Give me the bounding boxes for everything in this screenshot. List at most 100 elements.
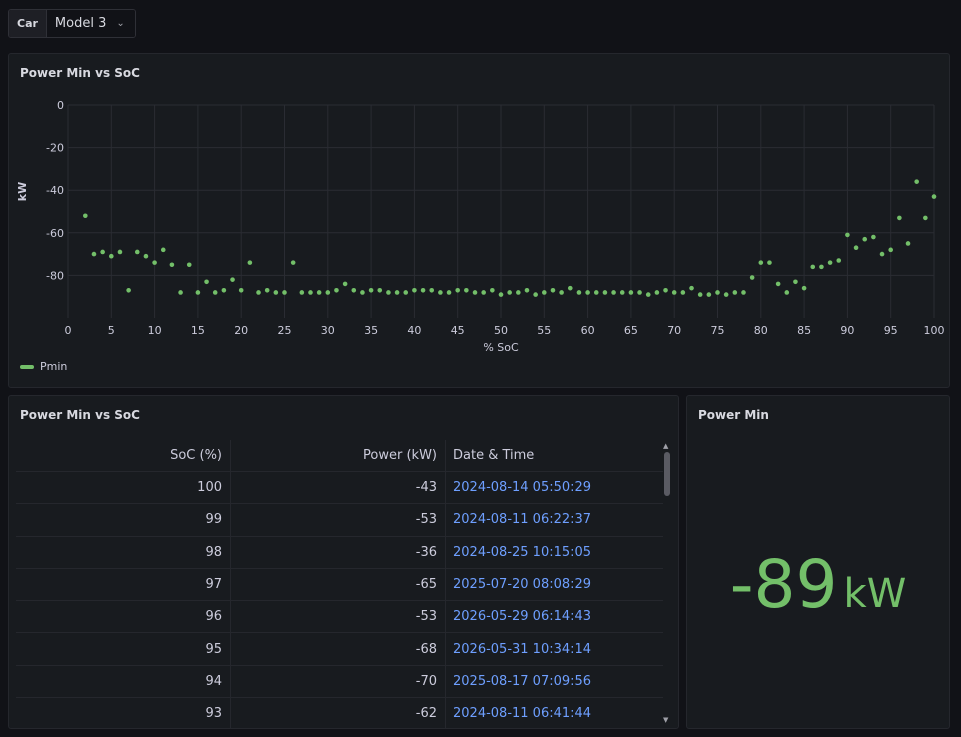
data-point [862,236,868,242]
scroll-down-arrow-icon[interactable]: ▼ [663,716,669,724]
table-row: 98 -36 2024-08-25 10:15:05 [16,536,663,569]
data-point [507,290,512,295]
datetime-link[interactable]: 2025-07-20 08:08:29 [453,577,592,593]
cell-datetime: 2024-08-11 06:41:44 [446,698,663,728]
cell-soc: 97 [16,568,231,601]
data-point [524,288,530,293]
data-point [905,241,911,246]
car-variable: Car Model 3 ⌄ [8,9,136,38]
data-point [334,288,339,293]
legend-swatch [20,364,34,369]
data-point [403,290,409,295]
table-scrollbar[interactable]: ▲ ▼ [662,442,672,724]
data-point [169,262,175,268]
data-point [888,247,893,253]
data-point [178,290,183,295]
data-point [931,194,937,199]
table-row: 99 -53 2024-08-11 06:22:37 [16,504,663,537]
data-point [299,290,305,295]
data-point [628,290,634,295]
x-tick-label: 60 [581,324,595,337]
data-point [498,292,504,297]
data-point [247,260,253,265]
x-tick-label: 100 [924,324,945,337]
cell-soc: 96 [16,601,231,633]
datetime-link[interactable]: 2024-08-25 10:15:05 [453,544,592,560]
x-tick-label: 5 [108,324,115,337]
data-point [775,281,781,287]
header-power[interactable]: Power (kW) [231,440,446,471]
cell-power: -70 [231,665,446,698]
data-point [438,290,443,295]
data-point [264,288,270,293]
data-point [282,290,287,295]
x-tick-label: 95 [884,324,898,337]
data-point [723,292,729,297]
data-point [256,290,261,295]
table-row: 93 -62 2024-08-11 06:41:44 [16,698,663,728]
data-point [117,249,123,255]
data-point [126,288,131,293]
data-point [160,247,166,253]
datetime-link[interactable]: 2024-08-11 06:41:44 [453,706,592,722]
data-point [758,260,764,265]
cell-power: -53 [231,504,446,536]
cell-datetime: 2025-08-17 07:09:56 [446,666,663,697]
data-point [871,234,876,240]
data-point [533,292,538,297]
x-tick-label: 65 [624,324,638,337]
data-point [377,288,383,293]
data-point [559,290,564,295]
data-point [879,251,885,257]
y-tick-label: -60 [46,227,64,240]
x-tick-label: 30 [321,324,335,337]
data-point [195,290,201,295]
table-row: 96 -53 2026-05-29 06:14:43 [16,601,663,634]
car-variable-label: Car [9,10,47,37]
data-point [671,290,677,295]
x-tick-label: 55 [537,324,551,337]
datetime-link[interactable]: 2026-05-29 06:14:43 [453,609,592,625]
data-point [542,290,547,295]
datetime-link[interactable]: 2026-05-31 10:34:14 [453,641,592,657]
datetime-link[interactable]: 2024-08-11 06:22:37 [453,512,592,528]
chart-legend[interactable]: Pmin [20,360,67,373]
x-tick-label: 25 [278,324,292,337]
data-point [91,251,97,257]
header-soc[interactable]: SoC (%) [16,440,231,471]
cell-soc: 99 [16,504,231,536]
data-point [516,290,521,295]
data-point [316,290,322,295]
data-point [368,288,374,293]
datetime-link[interactable]: 2024-08-14 05:50:29 [453,480,592,496]
data-point [455,288,461,293]
scatter-chart: 0 5 10 15 20 25 30 35 40 45 50 55 60 65 70 75 80 85 90 95 10… [16,99,945,354]
header-datetime[interactable]: Date & Time [453,448,535,463]
data-point [827,260,833,265]
table-header: SoC (%) Power (kW) Date & Time [16,440,663,472]
scroll-up-arrow-icon[interactable]: ▲ [663,442,669,450]
stat-panel: Power Min -89 kW [686,395,950,729]
data-point [109,253,114,259]
data-point [550,288,556,293]
data-point [611,290,616,295]
table-row: 100 -43 2024-08-14 05:50:29 [16,472,663,505]
y-tick-label: -80 [46,269,64,282]
x-tick-label: 80 [754,324,768,337]
cell-soc: 94 [16,665,231,698]
cell-power: -53 [231,601,446,633]
y-tick-label: -40 [46,184,64,197]
data-point [238,288,244,293]
data-point [654,290,660,295]
car-select[interactable]: Model 3 ⌄ [46,10,135,37]
data-point [351,288,357,293]
datetime-link[interactable]: 2025-08-17 07:09:56 [453,673,592,689]
chart-panel-title: Power Min vs SoC [20,66,140,80]
data-point [212,290,218,295]
data-point [585,290,590,295]
cell-power: -43 [231,472,446,504]
data-point [853,245,859,251]
stat-unit: kW [843,571,907,617]
data-point [412,288,417,293]
scrollbar-thumb[interactable] [664,452,670,496]
